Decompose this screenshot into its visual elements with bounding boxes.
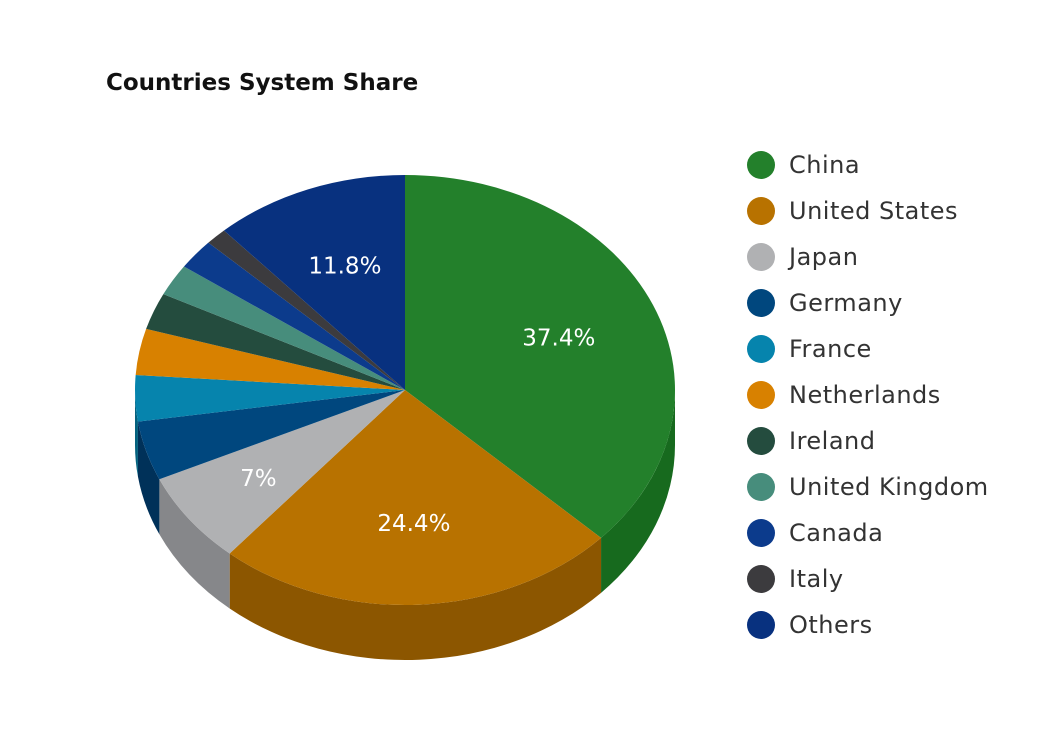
slice-label-china: 37.4%	[522, 325, 595, 351]
pie-slice-france	[135, 374, 405, 422]
pie-slice-china	[405, 175, 675, 538]
legend-swatch	[747, 611, 775, 639]
legend-label: Ireland	[789, 427, 876, 455]
legend-swatch	[747, 243, 775, 271]
pie-top-faces	[135, 175, 675, 605]
slice-label-japan: 7%	[240, 466, 277, 492]
legend-label: United States	[789, 197, 959, 225]
slice-label-united-states: 24.4%	[377, 511, 450, 537]
legend-item-ireland: Ireland	[747, 418, 989, 464]
pie-side-faces	[135, 390, 675, 661]
legend-item-france: France	[747, 326, 989, 372]
legend-label: Netherlands	[789, 381, 941, 409]
legend-item-germany: Germany	[747, 280, 989, 326]
legend-swatch	[747, 151, 775, 179]
legend-swatch	[747, 427, 775, 455]
legend: China United States Japan Germany France Neth…	[747, 142, 989, 648]
legend-label: China	[789, 151, 861, 179]
legend-swatch	[747, 565, 775, 593]
legend-label: France	[789, 335, 872, 363]
legend-label: Others	[789, 611, 873, 639]
pie-side-france	[135, 390, 138, 477]
legend-item-china: China	[747, 142, 989, 188]
legend-item-others: Others	[747, 602, 989, 648]
legend-label: Germany	[789, 289, 903, 317]
pie-slice-united-states	[229, 390, 602, 605]
pie-slice-united-kingdom	[163, 266, 405, 390]
pie-slice-netherlands	[135, 328, 405, 390]
pie-side-germany	[137, 421, 160, 535]
legend-item-netherlands: Netherlands	[747, 372, 989, 418]
legend-label: Japan	[789, 243, 859, 271]
pie-slice-ireland	[146, 294, 405, 390]
legend-label: Italy	[789, 565, 844, 593]
legend-item-italy: Italy	[747, 556, 989, 602]
legend-swatch	[747, 197, 775, 225]
pie-slice-canada	[183, 242, 405, 390]
legend-item-canada: Canada	[747, 510, 989, 556]
legend-item-japan: Japan	[747, 234, 989, 280]
legend-label: United Kingdom	[789, 473, 989, 501]
legend-item-united-states: United States	[747, 188, 989, 234]
pie-slice-japan	[159, 390, 405, 554]
pie-slice-italy	[208, 230, 405, 390]
slice-label-others: 11.8%	[308, 254, 381, 280]
legend-swatch	[747, 335, 775, 363]
chart-title: Countries System Share	[106, 70, 419, 96]
pie-slice-germany	[137, 390, 405, 480]
pie-slice-others	[223, 175, 405, 390]
legend-swatch	[747, 519, 775, 547]
legend-swatch	[747, 381, 775, 409]
legend-swatch	[747, 289, 775, 317]
legend-swatch	[747, 473, 775, 501]
pie-side-japan	[159, 479, 230, 609]
legend-label: Canada	[789, 519, 884, 547]
legend-item-united-kingdom: United Kingdom	[747, 464, 989, 510]
pie-side-united-states	[229, 537, 602, 661]
pie-slice-labels: 37.4% 24.4% 7% 11.8%	[240, 254, 595, 537]
pie-side-china	[601, 390, 675, 593]
